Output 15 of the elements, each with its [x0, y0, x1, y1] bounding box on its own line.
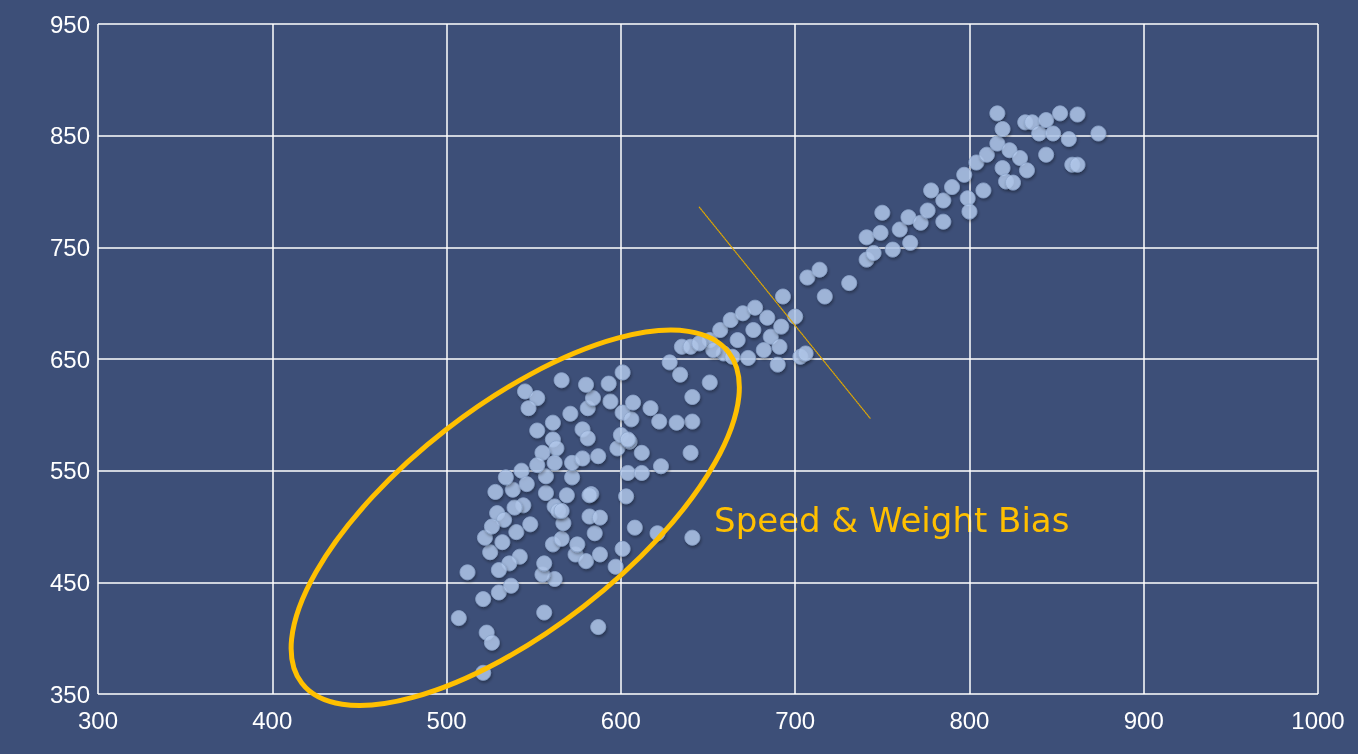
y-tick-label: 550	[49, 457, 90, 485]
x-tick-label: 300	[77, 706, 119, 734]
y-tick-label: 750	[49, 233, 90, 261]
y-tick-label: 950	[49, 10, 90, 38]
x-tick-label: 700	[775, 706, 816, 734]
y-tick-label: 350	[49, 680, 90, 708]
x-tick-label: 400	[252, 706, 293, 734]
y-tick-label: 650	[49, 345, 90, 373]
y-tick-label: 850	[49, 122, 90, 150]
y-tick-label: 450	[49, 568, 90, 596]
x-tick-label: 600	[600, 706, 641, 734]
x-tick-label: 800	[949, 706, 990, 734]
x-tick-label: 1000	[1291, 706, 1345, 734]
x-tick-label: 500	[426, 706, 467, 734]
x-tick-label: 900	[1123, 706, 1164, 734]
